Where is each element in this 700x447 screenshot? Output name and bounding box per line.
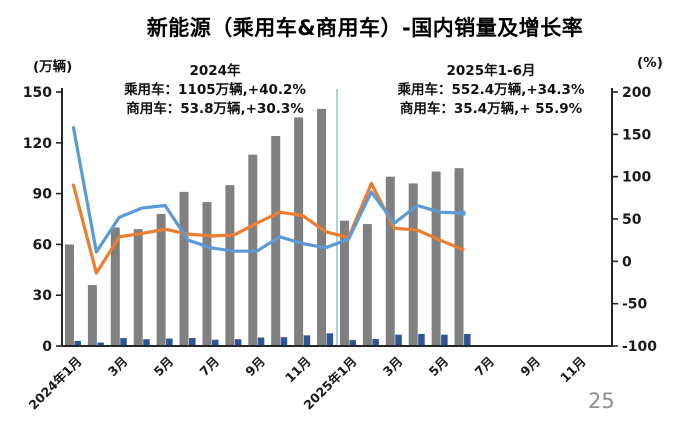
commercial-sales-bar [120, 338, 127, 346]
right-axis-tick-label: 0 [622, 254, 632, 270]
right-axis-tick-label: 50 [622, 212, 642, 228]
right-axis-tick-label: 100 [622, 170, 651, 186]
x-axis-tick-label: 2024年1月 [26, 354, 85, 413]
x-axis-tick-label: 11月 [282, 354, 314, 386]
right-axis-tick-label: 200 [622, 85, 651, 101]
x-axis-tick-label: 9月 [242, 354, 268, 380]
left-axis-tick-label: 60 [33, 237, 53, 253]
passenger-sales-bar [294, 117, 304, 347]
passenger-sales-bar [179, 191, 189, 346]
right-axis-tick-label: 150 [622, 127, 651, 143]
chart-title: 新能源（乘用车&商用车）-国内销量及增长率 [146, 16, 584, 40]
commercial-sales-bar [234, 339, 242, 346]
annotation-2024-passenger: 乘用车：1105万辆,+40.2% [124, 82, 306, 98]
left-axis-tick-label: 0 [42, 339, 52, 355]
commercial-sales-bar [166, 338, 173, 346]
commercial-sales-bar [372, 339, 379, 346]
commercial-sales-bar [74, 340, 81, 346]
passenger-sales-bar [408, 183, 418, 346]
commercial-growth-line [71, 125, 465, 254]
annotation-2025h1-commercial: 商用车：35.4万辆,+ 55.9% [399, 101, 583, 117]
passenger-sales-bar [87, 285, 97, 346]
commercial-growth-line-end-dot [460, 210, 466, 216]
left-axis-tick-label: 120 [23, 136, 52, 152]
annotation-2024: 2024年 乘用车：1105万辆,+40.2% 商用车：53.8万辆,+30.3… [80, 62, 350, 119]
passenger-sales-bar [156, 213, 166, 346]
passenger-growth-line [71, 181, 465, 275]
right-axis-tick-label: -50 [622, 297, 648, 313]
x-axis-tick-label: 11月 [557, 354, 589, 386]
commercial-sales-bar [418, 333, 425, 346]
commercial-sales-bar [97, 342, 104, 346]
passenger-sales-bar [225, 185, 235, 346]
left-axis-unit-label: (万辆) [33, 59, 73, 75]
commercial-sales-bar-group [74, 333, 471, 346]
left-axis-tick-label: 30 [33, 288, 53, 304]
commercial-sales-bar [303, 335, 311, 346]
commercial-sales-bar [441, 334, 448, 346]
passenger-sales-bar [385, 176, 395, 346]
annotation-2024-title: 2024年 [189, 63, 241, 79]
commercial-sales-bar [189, 338, 196, 346]
commercial-sales-bar [326, 333, 334, 346]
commercial-sales-bar [349, 340, 356, 346]
x-axis-tick-label: 7月 [196, 354, 222, 380]
commercial-sales-bar [395, 334, 402, 346]
passenger-sales-bar [64, 244, 74, 346]
commercial-sales-bar [280, 337, 288, 346]
annotation-2025h1-passenger: 乘用车：552.4万辆,+34.3% [397, 82, 585, 98]
x-axis-tick-label: 3月 [380, 354, 406, 380]
x-axis-tick-label: 3月 [105, 354, 131, 380]
annotation-2024-commercial: 商用车：53.8万辆,+30.3% [126, 101, 304, 117]
left-axis-tick-label: 90 [33, 187, 53, 203]
passenger-sales-bar [431, 171, 441, 346]
x-axis-tick-label: 5月 [151, 354, 177, 380]
commercial-sales-bar [143, 339, 150, 346]
right-axis-unit-label: (%) [637, 55, 663, 71]
commercial-sales-bar [464, 333, 471, 346]
page-number: 25 [588, 389, 615, 413]
passenger-sales-bar [454, 168, 464, 346]
right-axis-tick-label: -100 [622, 339, 657, 355]
commercial-sales-bar [257, 337, 265, 346]
x-axis-tick-label: 5月 [426, 354, 452, 380]
x-axis-tick-label: 7月 [471, 354, 497, 380]
passenger-sales-bar [133, 229, 143, 346]
annotation-2025h1: 2025年1-6月 乘用车：552.4万辆,+34.3% 商用车：35.4万辆,… [355, 62, 627, 119]
passenger-sales-bar [110, 227, 120, 346]
passenger-sales-bar [362, 224, 372, 346]
passenger-sales-bar [339, 220, 349, 346]
x-axis-tick-label: 9月 [517, 354, 543, 380]
left-axis-tick-label: 150 [23, 85, 52, 101]
passenger-sales-bar [202, 202, 212, 346]
commercial-sales-bar [211, 339, 219, 346]
annotation-2025h1-title: 2025年1-6月 [446, 63, 536, 79]
